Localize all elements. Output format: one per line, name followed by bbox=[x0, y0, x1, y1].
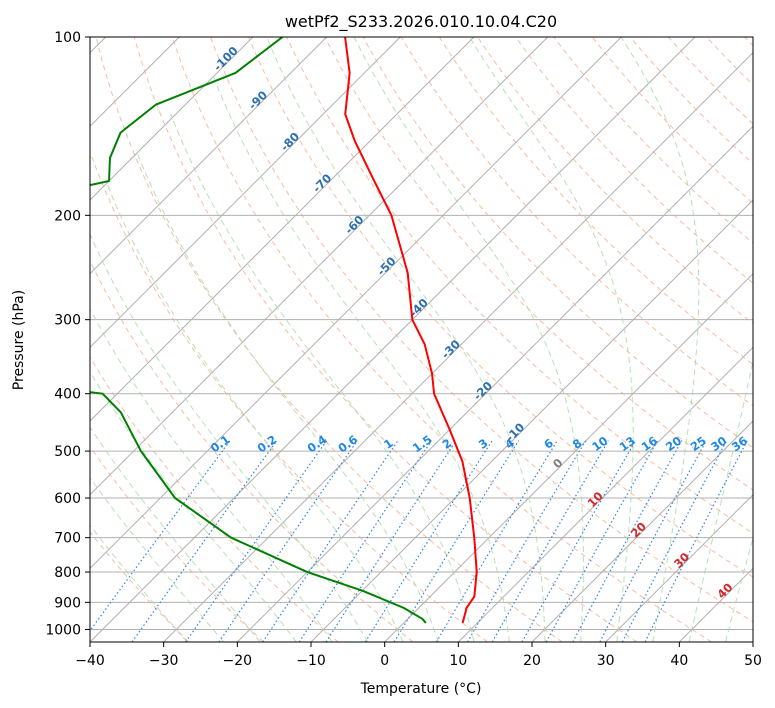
isotherm-line bbox=[531, 420, 753, 642]
chart-title: wetPf2_S233.2026.010.10.04.C20 bbox=[285, 12, 557, 32]
series-layer bbox=[90, 37, 478, 624]
y-tick-label: 100 bbox=[54, 30, 81, 46]
dry-adiabat-line bbox=[90, 356, 339, 642]
dry-adiabat-line bbox=[439, 37, 753, 366]
background-lines bbox=[90, 37, 753, 642]
dewpoint-profile-line bbox=[90, 37, 427, 624]
dry-adiabat-line bbox=[90, 150, 488, 642]
dry-adiabat-line bbox=[400, 37, 753, 407]
y-tick-label: 200 bbox=[54, 208, 81, 224]
temperature-profile-line bbox=[344, 37, 478, 624]
isotherm-line bbox=[90, 37, 475, 422]
mixing-ratio-line bbox=[572, 440, 683, 642]
mixing-ratio-line bbox=[325, 440, 457, 642]
mixing-ratio-line bbox=[218, 440, 358, 642]
y-axis-title: Pressure (hPa) bbox=[11, 290, 27, 390]
y-tick-label: 900 bbox=[54, 595, 81, 611]
moist-adiabat-line bbox=[90, 524, 188, 642]
x-tick-label: 20 bbox=[523, 653, 541, 669]
y-tick-label: 300 bbox=[54, 313, 81, 329]
isotherm-line bbox=[236, 125, 753, 642]
moist-adiabat-line bbox=[105, 180, 404, 642]
x-tick-label: 30 bbox=[597, 653, 615, 669]
y-tick-label: 400 bbox=[54, 387, 81, 403]
isotherm-line bbox=[90, 37, 622, 570]
mixing-ratio-line bbox=[298, 440, 432, 642]
dry-adiabat-line bbox=[90, 531, 190, 642]
mixing-ratio-line bbox=[466, 440, 587, 642]
dry-adiabat-line bbox=[171, 37, 712, 642]
mixing-ratio-line bbox=[90, 440, 231, 632]
x-tick-label: 50 bbox=[744, 653, 762, 669]
dry-adiabat-line bbox=[286, 37, 753, 534]
isotherm-line bbox=[90, 37, 328, 275]
x-tick-label: 0 bbox=[380, 653, 389, 669]
mixing-ratio-line bbox=[364, 440, 493, 642]
mixing-ratio-line bbox=[644, 440, 748, 642]
y-tick-label: 500 bbox=[54, 444, 81, 460]
dry-adiabat-line bbox=[248, 37, 753, 578]
moist-adiabat-line bbox=[90, 233, 369, 642]
moist-adiabat-line bbox=[688, 358, 753, 642]
isotherm-line bbox=[90, 37, 401, 349]
y-tick-label: 700 bbox=[54, 531, 81, 547]
mixing-ratio-line bbox=[393, 440, 520, 642]
x-tick-label: −20 bbox=[223, 653, 253, 669]
isotherm-line bbox=[752, 641, 753, 642]
dry-adiabat-line bbox=[90, 445, 264, 642]
moist-adiabat-line bbox=[353, 37, 584, 642]
moist-adiabat-line bbox=[266, 37, 546, 642]
moist-adiabat-line bbox=[90, 308, 333, 642]
y-tick-label: 800 bbox=[54, 565, 81, 581]
mixing-ratio-line bbox=[262, 440, 399, 642]
mixing-ratio-line bbox=[435, 440, 558, 642]
moist-adiabat-line bbox=[135, 149, 439, 642]
y-tick-label: 600 bbox=[54, 491, 81, 507]
x-tick-label: −10 bbox=[296, 653, 326, 669]
isotherm-line bbox=[163, 51, 753, 642]
isotherm-line bbox=[90, 37, 696, 642]
isotherm-line bbox=[605, 493, 753, 642]
dry-adiabat-line bbox=[90, 259, 414, 642]
plot-frame bbox=[89, 36, 754, 643]
moist-adiabat-line bbox=[211, 72, 510, 642]
mixing-ratio-line bbox=[545, 440, 659, 642]
dry-adiabat-line bbox=[515, 37, 753, 284]
axis-ticks: −40 −30 −20 −10 0 10 20 30 40 50 100 200 300 400 500 60… bbox=[45, 30, 762, 669]
isotherm-line bbox=[90, 37, 549, 496]
x-tick-label: 10 bbox=[449, 653, 467, 669]
moist-adiabat-line bbox=[90, 476, 225, 642]
moist-adiabat-line bbox=[90, 370, 297, 642]
dry-adiabat-line bbox=[95, 37, 563, 642]
mixing-ratio-line bbox=[185, 440, 328, 642]
moist-adiabat-line bbox=[620, 37, 700, 642]
dry-adiabat-line bbox=[133, 37, 638, 642]
x-tick-label: −40 bbox=[75, 653, 105, 669]
moist-adiabat-line bbox=[725, 536, 753, 642]
moist-adiabat-line bbox=[90, 426, 261, 642]
isotherm-line bbox=[457, 346, 753, 642]
dry-adiabat-line bbox=[210, 37, 753, 623]
moist-adiabat-line bbox=[170, 114, 475, 642]
y-tick-label: 1000 bbox=[45, 622, 81, 638]
mixing-ratio-line bbox=[521, 440, 637, 642]
x-tick-label: 40 bbox=[670, 653, 688, 669]
x-axis-title: Temperature (°C) bbox=[360, 681, 482, 697]
isotherm-line bbox=[384, 272, 753, 642]
isotherm-line bbox=[90, 37, 254, 201]
mixing-ratio-line bbox=[131, 440, 278, 642]
x-tick-label: −30 bbox=[149, 653, 179, 669]
